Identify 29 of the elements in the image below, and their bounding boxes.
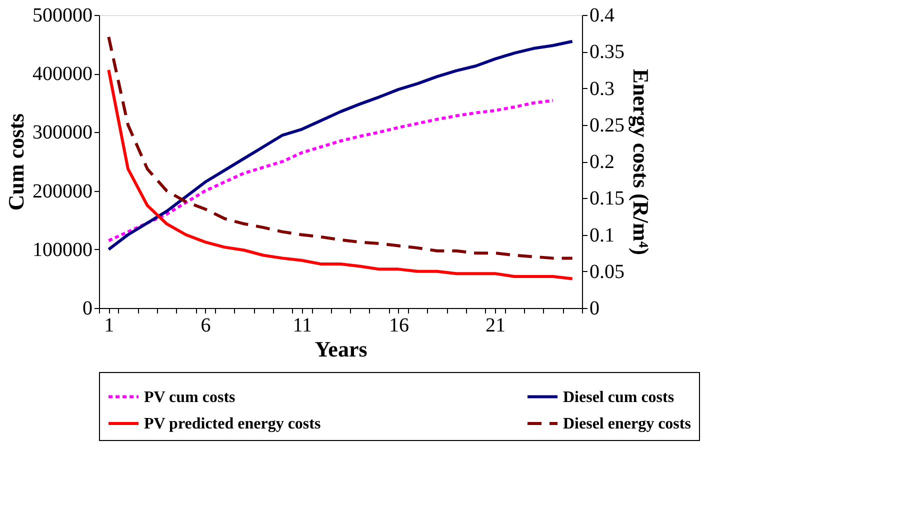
x-tick-label: 16: [388, 314, 409, 336]
x-tick-label: 1: [104, 314, 114, 336]
y2-tick-label: 0.4: [590, 4, 614, 26]
y2-axis-title: Energy costs (R/m⁴): [628, 68, 654, 256]
y2-tick-label: 0.2: [590, 151, 614, 173]
legend-label: PV cum costs: [144, 388, 236, 406]
y-tick-label: 500000: [32, 4, 92, 26]
line-series: [107, 99, 555, 242]
legend-label: Diesel cum costs: [563, 388, 674, 406]
legend-label: PV predicted energy costs: [144, 416, 321, 432]
y-tick-label: 400000: [32, 63, 92, 86]
x-axis-title: Years: [314, 336, 368, 362]
y-tick-label: 0: [82, 298, 92, 320]
y-tick-label: 200000: [32, 180, 92, 202]
y2-tick-label: 0.3: [590, 78, 614, 100]
x-tick-label: 11: [292, 314, 312, 336]
x-tick-label: 6: [200, 314, 211, 336]
y2-tick-label: 0.1: [590, 224, 614, 246]
y2-tick-label: 0.15: [590, 188, 624, 210]
line-series: [107, 68, 574, 280]
y-tick-label: 300000: [32, 122, 92, 144]
y2-tick-label: 0.35: [590, 41, 624, 64]
y-axis-title: Cum costs: [4, 112, 28, 211]
y2-tick-label: 0.05: [590, 260, 624, 283]
x-tick-label: 21: [486, 314, 506, 336]
y2-tick-label: 0: [590, 298, 600, 320]
y-tick-label: 100000: [32, 238, 92, 261]
y2-tick-label: 0.25: [590, 114, 624, 136]
legend-label: Diesel energy costs: [563, 416, 691, 432]
